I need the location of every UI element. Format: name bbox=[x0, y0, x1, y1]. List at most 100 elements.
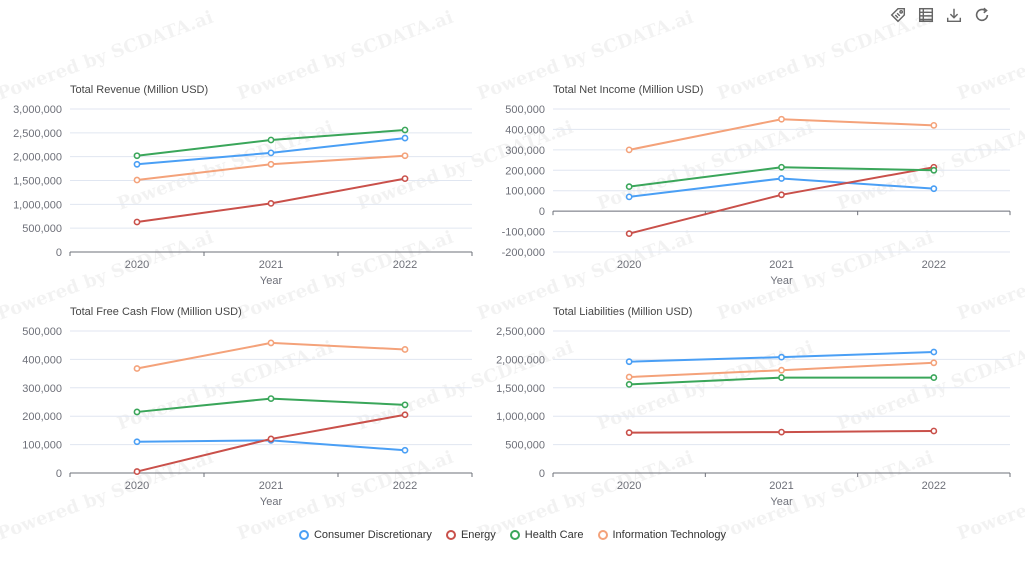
x-tick-label: 2021 bbox=[259, 259, 283, 271]
x-tick-label: 2022 bbox=[393, 480, 417, 492]
data-point-consumer-discretionary[interactable] bbox=[625, 358, 633, 366]
legend-marker bbox=[445, 530, 456, 540]
legend-marker bbox=[509, 530, 520, 540]
data-point-energy[interactable] bbox=[625, 429, 633, 437]
data-point-information-technology[interactable] bbox=[930, 121, 938, 129]
data-point-energy[interactable] bbox=[930, 427, 938, 435]
data-point-information-technology[interactable] bbox=[133, 365, 141, 372]
data-point-consumer-discretionary[interactable] bbox=[778, 175, 785, 182]
data-point-consumer-discretionary[interactable] bbox=[133, 438, 141, 446]
data-point-health-care[interactable] bbox=[267, 395, 275, 402]
chart-title: Total Free Cash Flow (Million USD) bbox=[70, 306, 242, 318]
y-tick-label: -200,000 bbox=[502, 247, 545, 259]
chart-panel-3: Total Free Cash Flow (Million USD) 0 100,0… bbox=[22, 306, 473, 508]
y-tick-label: 1,000,000 bbox=[13, 199, 62, 211]
data-point-energy[interactable] bbox=[625, 230, 633, 238]
y-tick-label: 200,000 bbox=[22, 411, 62, 423]
y-tick-label: 2,500,000 bbox=[13, 128, 62, 140]
data-point-information-technology[interactable] bbox=[401, 346, 409, 353]
data-point-consumer-discretionary[interactable] bbox=[625, 193, 633, 201]
data-point-consumer-discretionary[interactable] bbox=[930, 348, 938, 356]
data-point-information-technology[interactable] bbox=[778, 366, 785, 374]
data-point-health-care[interactable] bbox=[401, 401, 409, 409]
chart-panel-4: Total Liabilities (Million USD) 0 500,000 1… bbox=[496, 306, 1011, 508]
data-point-consumer-discretionary[interactable] bbox=[401, 446, 409, 454]
y-tick-label: 400,000 bbox=[505, 124, 545, 136]
data-point-energy[interactable] bbox=[133, 218, 141, 226]
data-point-energy[interactable] bbox=[778, 428, 785, 436]
data-point-health-care[interactable] bbox=[133, 152, 141, 160]
data-point-health-care[interactable] bbox=[625, 380, 633, 388]
data-point-consumer-discretionary[interactable] bbox=[133, 160, 141, 168]
data-point-health-care[interactable] bbox=[930, 166, 938, 174]
data-point-health-care[interactable] bbox=[267, 136, 275, 144]
chart-title: Total Liabilities (Million USD) bbox=[553, 306, 692, 318]
tag-icon[interactable] bbox=[888, 5, 908, 25]
x-axis-label: Year bbox=[260, 275, 283, 287]
y-tick-label: -100,000 bbox=[502, 227, 545, 239]
data-point-information-technology[interactable] bbox=[778, 115, 785, 123]
legend-marker bbox=[597, 530, 608, 540]
y-tick-label: 0 bbox=[56, 468, 62, 480]
legend: Consumer Discretionary Energy Health Car… bbox=[0, 529, 1025, 541]
data-point-consumer-discretionary[interactable] bbox=[267, 149, 275, 157]
y-tick-label: 100,000 bbox=[22, 440, 62, 452]
y-tick-label: 2,000,000 bbox=[13, 152, 62, 164]
refresh-icon[interactable] bbox=[972, 5, 992, 25]
data-point-energy[interactable] bbox=[401, 175, 409, 182]
data-view-icon[interactable] bbox=[916, 5, 936, 25]
data-point-consumer-discretionary[interactable] bbox=[778, 353, 785, 361]
legend-item-information-technology[interactable]: Information Technology bbox=[597, 529, 726, 541]
y-tick-label: 300,000 bbox=[22, 383, 62, 395]
data-point-health-care[interactable] bbox=[133, 408, 141, 416]
data-point-information-technology[interactable] bbox=[401, 152, 409, 160]
data-point-energy[interactable] bbox=[401, 411, 409, 419]
toolbox bbox=[888, 5, 992, 25]
data-point-health-care[interactable] bbox=[401, 126, 409, 134]
legend-label: Health Care bbox=[524, 529, 584, 541]
watermark-text: Powered by SCDATA.ai bbox=[115, 117, 337, 215]
x-tick-label: 2022 bbox=[922, 480, 946, 492]
legend-item-energy[interactable]: Energy bbox=[445, 529, 496, 541]
data-point-health-care[interactable] bbox=[930, 374, 938, 381]
data-point-energy[interactable] bbox=[133, 468, 141, 475]
data-point-information-technology[interactable] bbox=[625, 373, 633, 381]
data-point-health-care[interactable] bbox=[778, 163, 785, 171]
x-axis-label: Year bbox=[770, 496, 793, 508]
data-point-consumer-discretionary[interactable] bbox=[401, 134, 409, 142]
y-tick-label: 3,000,000 bbox=[13, 104, 62, 116]
data-point-information-technology[interactable] bbox=[930, 359, 938, 367]
legend-item-consumer-discretionary[interactable]: Consumer Discretionary bbox=[298, 529, 432, 541]
x-tick-label: 2020 bbox=[617, 480, 641, 492]
data-point-energy[interactable] bbox=[778, 191, 785, 199]
data-point-consumer-discretionary[interactable] bbox=[930, 185, 938, 193]
data-point-information-technology[interactable] bbox=[625, 146, 633, 154]
chart-panel-2: Total Net Income (Million USD) -200,000 -1… bbox=[502, 84, 1011, 287]
watermark-text: Powered by SCDATA.ai bbox=[715, 227, 937, 325]
x-tick-label: 2021 bbox=[769, 480, 793, 492]
x-tick-label: 2020 bbox=[125, 480, 149, 492]
x-tick-label: 2020 bbox=[617, 259, 641, 271]
data-point-energy[interactable] bbox=[267, 199, 275, 207]
x-axis-label: Year bbox=[260, 496, 283, 508]
data-point-information-technology[interactable] bbox=[267, 160, 275, 168]
legend-item-health-care[interactable]: Health Care bbox=[509, 529, 584, 541]
data-point-health-care[interactable] bbox=[625, 183, 633, 191]
watermark-text: Powered by SCDATA.ai bbox=[835, 117, 1025, 215]
y-tick-label: 0 bbox=[539, 468, 545, 480]
y-tick-label: 500,000 bbox=[505, 440, 545, 452]
data-point-health-care[interactable] bbox=[778, 374, 785, 381]
x-tick-label: 2021 bbox=[769, 259, 793, 271]
watermark-text: Powered by SCDATA.ai bbox=[955, 227, 1025, 325]
y-tick-label: 2,500,000 bbox=[496, 326, 545, 338]
data-point-energy[interactable] bbox=[267, 435, 275, 443]
data-point-information-technology[interactable] bbox=[133, 176, 141, 184]
x-axis-label: Year bbox=[770, 275, 793, 287]
y-tick-label: 1,500,000 bbox=[496, 383, 545, 395]
download-icon[interactable] bbox=[944, 5, 964, 25]
y-tick-label: 400,000 bbox=[22, 354, 62, 366]
x-tick-label: 2022 bbox=[393, 259, 417, 271]
data-point-information-technology[interactable] bbox=[267, 339, 275, 347]
chart-title: Total Revenue (Million USD) bbox=[70, 84, 208, 96]
